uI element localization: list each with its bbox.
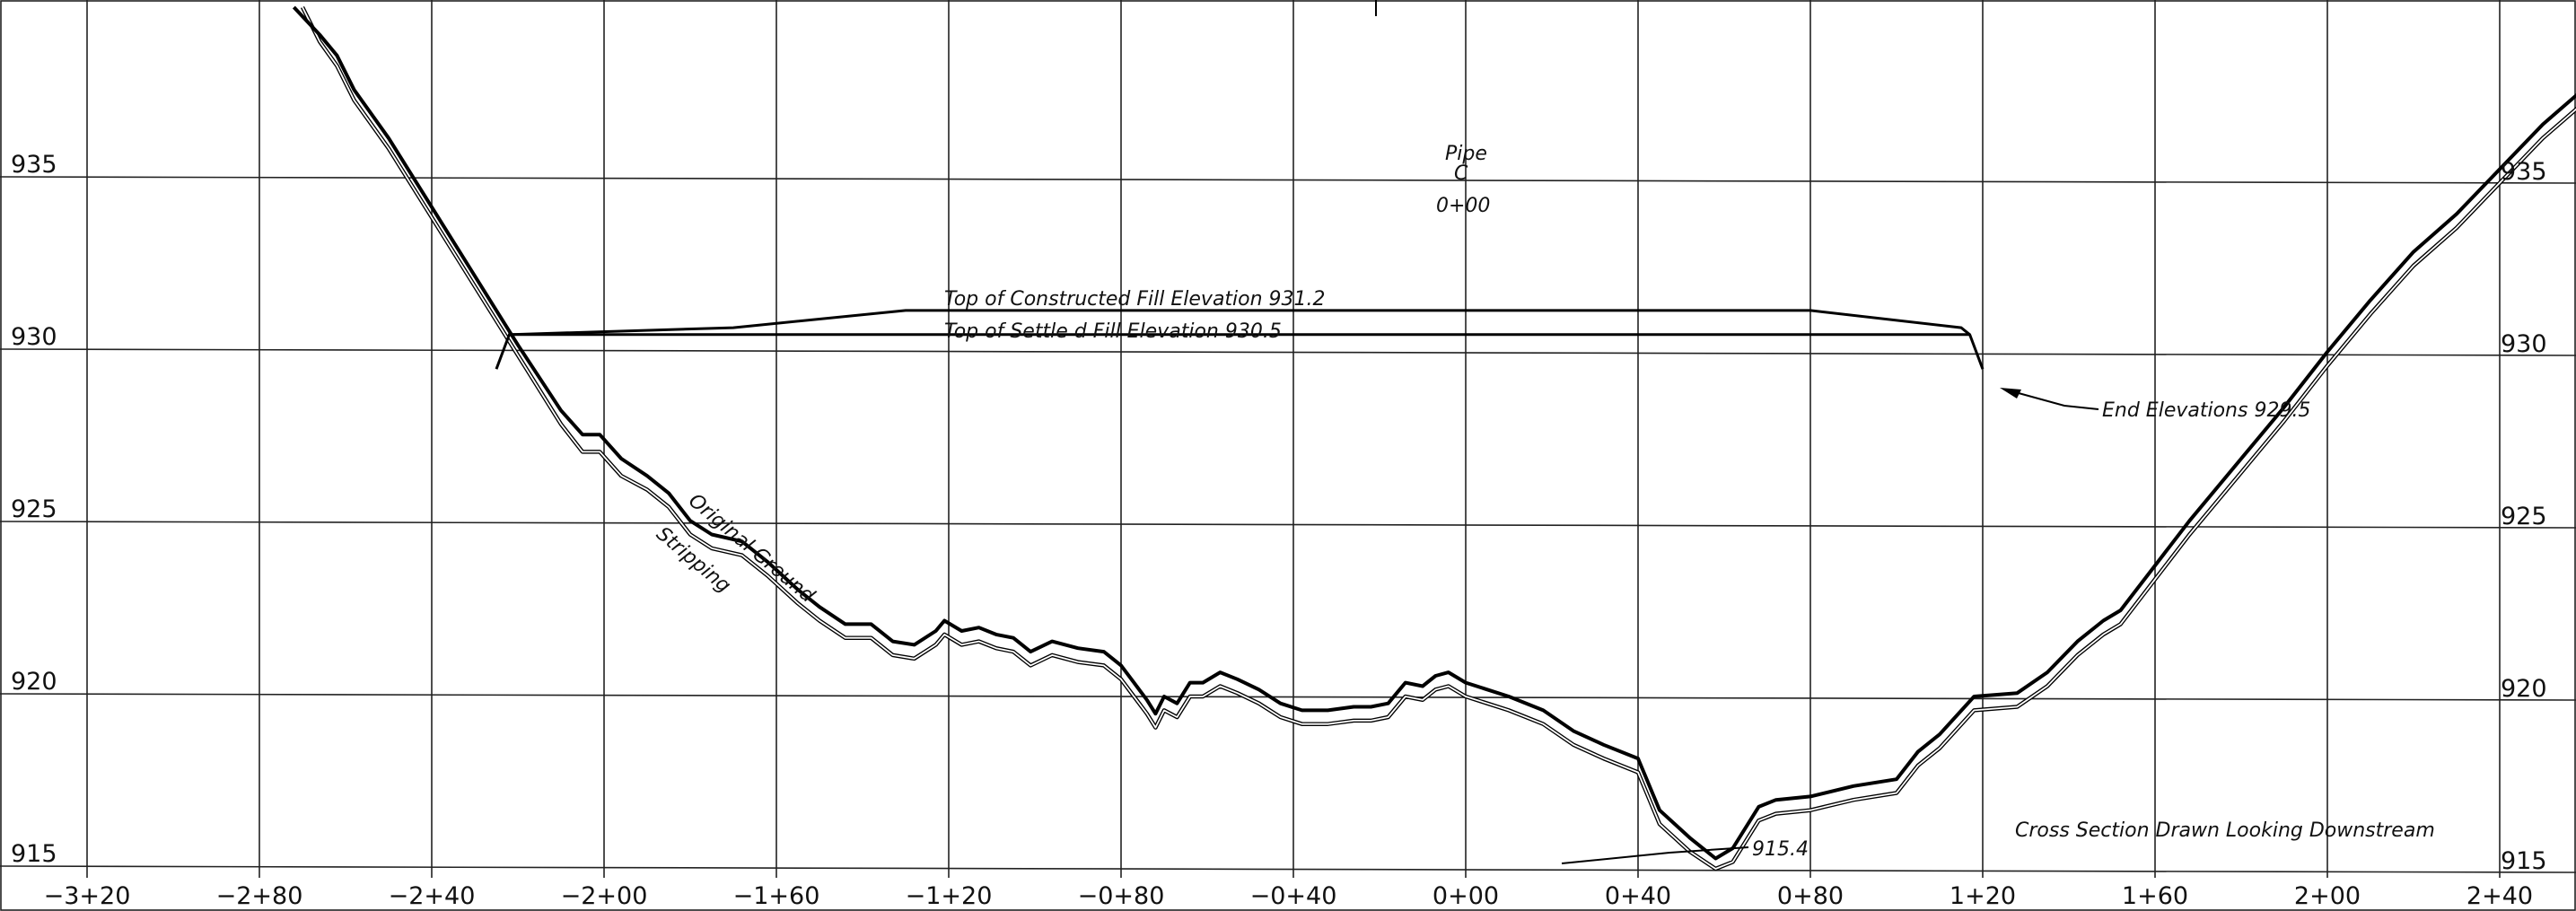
annotations: Pipe C 0+00 Top of Constructed Fill Elev… bbox=[652, 0, 2435, 864]
y-tick-label-right: 920 bbox=[2501, 675, 2547, 703]
end-elevations-label: End Elevations 929.5 bbox=[2102, 399, 2310, 422]
centerline-symbol: C bbox=[1454, 162, 1468, 185]
y-tick-label-left: 915 bbox=[11, 840, 57, 868]
y-tick-label-left: 930 bbox=[11, 323, 57, 351]
x-tick-label: 0+00 bbox=[1433, 882, 1499, 910]
stripping-line-inner bbox=[302, 6, 2576, 870]
x-tick-label: −0+80 bbox=[1078, 882, 1165, 910]
grid-line-horizontal bbox=[0, 865, 2576, 873]
x-tick-label: 2+00 bbox=[2294, 882, 2361, 910]
pipe-station-label: 0+00 bbox=[1436, 195, 1490, 217]
tick-labels: −3+20 −2+80 −2+40 −2+00 −1+60 −1+20 −0+80 −0+40… bbox=[11, 151, 2547, 910]
x-tick-label: −3+20 bbox=[44, 882, 131, 910]
end-elevations-leader bbox=[2008, 390, 2099, 410]
original-ground-line bbox=[292, 5, 2576, 861]
x-tick-label: 0+40 bbox=[1605, 882, 1671, 910]
y-tick-label-left: 920 bbox=[11, 668, 57, 696]
original-ground-label: Original Ground bbox=[684, 489, 819, 608]
y-tick-label-right: 925 bbox=[2501, 503, 2547, 530]
grid-line-horizontal bbox=[0, 693, 2576, 701]
x-tick-label: −2+80 bbox=[216, 882, 303, 910]
x-tick-label: −1+20 bbox=[906, 882, 993, 910]
x-tick-label: 2+40 bbox=[2466, 882, 2533, 910]
grid-line-horizontal bbox=[0, 348, 2576, 356]
x-tick-label: −2+00 bbox=[561, 882, 648, 910]
low-point-leader bbox=[1561, 846, 1749, 864]
end-elevations-arrowhead bbox=[2000, 388, 2021, 399]
constructed-fill-label: Top of Constructed Fill Elevation 931.2 bbox=[944, 288, 1326, 311]
x-tick-label: 1+20 bbox=[1950, 882, 2016, 910]
y-tick-label-right: 930 bbox=[2501, 330, 2547, 358]
series-lines bbox=[292, 5, 2576, 872]
x-tick-label: 0+80 bbox=[1777, 882, 1844, 910]
pipe-label: Pipe bbox=[1445, 143, 1487, 165]
y-tick-label-right: 935 bbox=[2501, 158, 2547, 186]
x-tick-label: −0+40 bbox=[1250, 882, 1337, 910]
y-tick-label-left: 935 bbox=[11, 151, 57, 179]
y-tick-label-right: 915 bbox=[2501, 847, 2547, 875]
stripping-line bbox=[300, 5, 2576, 872]
settled-fill-label: Top of Settle d Fill Elevation 930.5 bbox=[944, 320, 1282, 343]
low-point-label: 915.4 bbox=[1752, 838, 1809, 861]
x-tick-label: −1+60 bbox=[733, 882, 820, 910]
view-direction-note: Cross Section Drawn Looking Downstream bbox=[2015, 819, 2435, 842]
x-tick-label: 1+60 bbox=[2122, 882, 2188, 910]
x-tick-label: −2+40 bbox=[389, 882, 476, 910]
y-tick-label-left: 925 bbox=[11, 495, 57, 523]
grid-line-horizontal bbox=[0, 521, 2576, 529]
grid-line-horizontal bbox=[0, 176, 2576, 184]
